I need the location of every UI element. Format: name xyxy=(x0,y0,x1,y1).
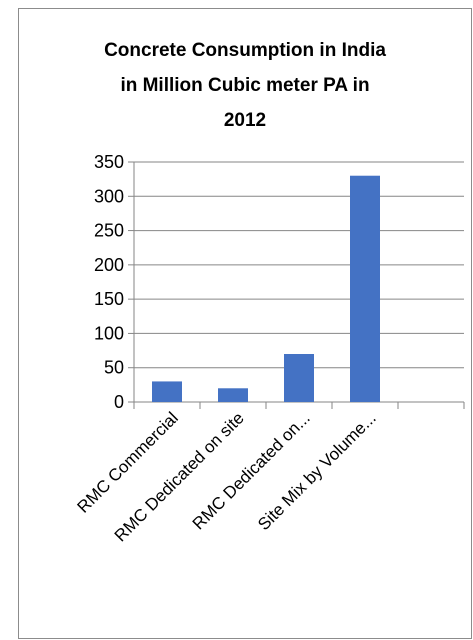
x-category-label: Site Mix by Volume... xyxy=(254,408,380,534)
chart-title-line: Concrete Consumption in India xyxy=(104,40,386,61)
y-tick-label: 50 xyxy=(104,358,124,378)
chart-title-line: in Million Cubic meter PA in xyxy=(120,75,369,96)
x-category-label: RMC Dedicated on... xyxy=(189,408,314,533)
y-tick-label: 150 xyxy=(94,289,124,309)
y-tick-label: 200 xyxy=(94,255,124,275)
y-tick-label: 350 xyxy=(94,152,124,172)
chart-title-line: 2012 xyxy=(224,110,266,131)
bar xyxy=(218,388,248,402)
chart-frame xyxy=(18,8,472,639)
bar xyxy=(350,175,380,402)
bar xyxy=(284,354,314,402)
y-tick-label: 250 xyxy=(94,221,124,241)
y-tick-label: 100 xyxy=(94,323,124,343)
y-tick-label: 300 xyxy=(94,186,124,206)
x-category-label: RMC Dedicated on site xyxy=(111,408,248,545)
bar xyxy=(152,381,182,402)
y-tick-label: 0 xyxy=(114,392,124,412)
